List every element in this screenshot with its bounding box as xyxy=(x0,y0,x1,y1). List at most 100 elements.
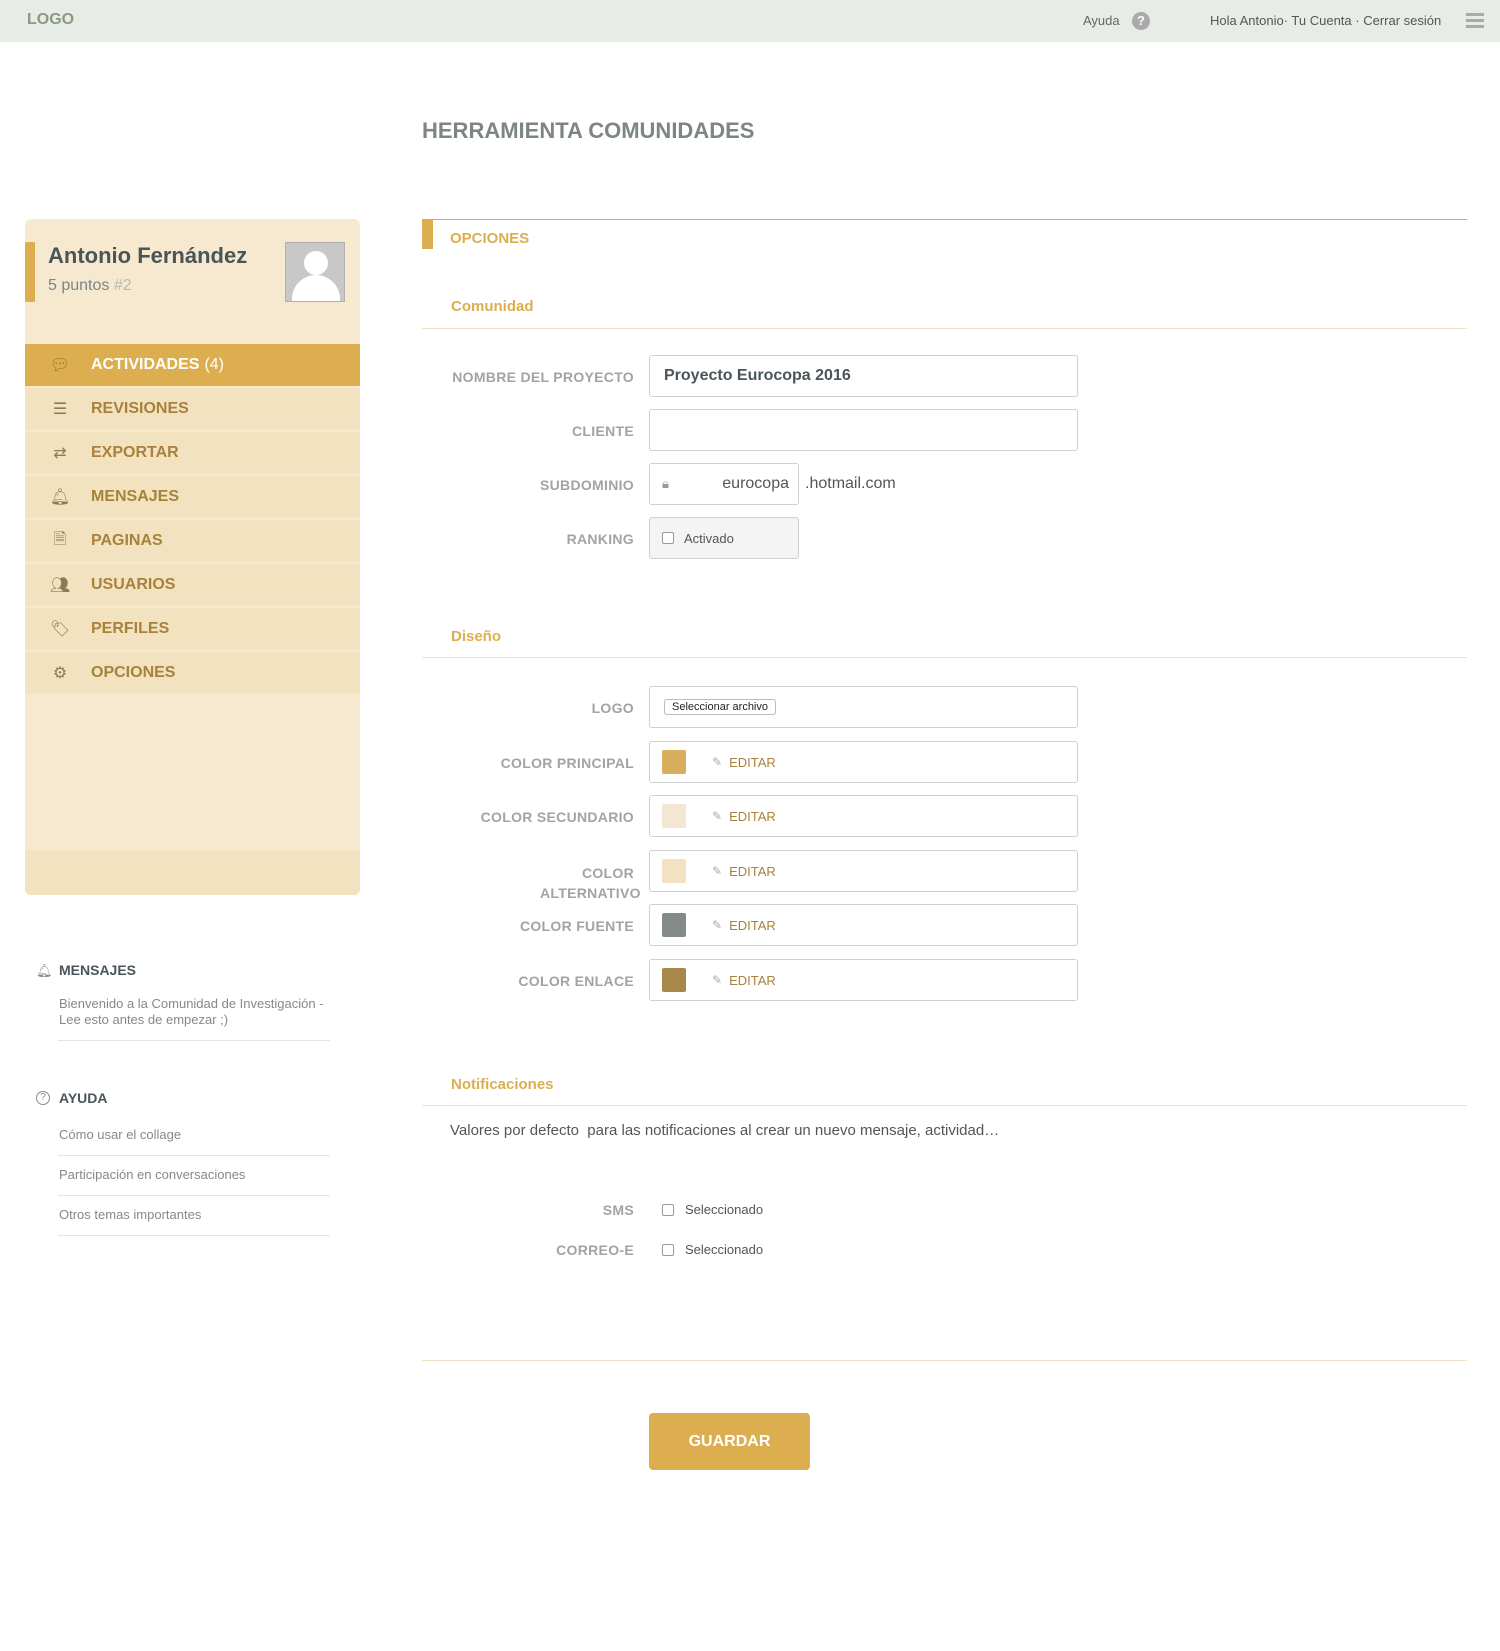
subdomain-input[interactable]: 🔒︎ eurocopa xyxy=(649,463,799,505)
client-label: CLIENTE xyxy=(572,423,634,439)
sidebar-item-revisiones[interactable]: ☰ REVISIONES xyxy=(25,388,360,430)
pencil-icon: ✎ xyxy=(712,973,723,987)
color-swatch[interactable] xyxy=(662,913,686,937)
color-label: COLOR PRINCIPAL xyxy=(500,755,634,771)
select-file-button[interactable]: Seleccionar archivo xyxy=(664,699,776,715)
sidebar-item-opciones[interactable]: ⚙ OPCIONES xyxy=(25,652,360,694)
help-link[interactable]: Ayuda xyxy=(1083,13,1120,28)
help-circle-icon: ? xyxy=(36,1091,50,1105)
section-accent xyxy=(422,219,433,249)
divider xyxy=(58,1155,330,1156)
sidebar-item-label: PERFILES xyxy=(91,620,170,637)
logo[interactable]: LOGO xyxy=(27,11,75,28)
sidebar-item-paginas[interactable]: 🗎 PAGINAS xyxy=(25,520,360,562)
divider xyxy=(58,1195,330,1196)
sms-label: SMS xyxy=(602,1202,634,1218)
exchange-icon: ⇄ xyxy=(53,445,67,462)
project-name-value: Proyecto Eurocopa 2016 xyxy=(664,367,851,384)
divider xyxy=(422,328,1467,329)
divider xyxy=(422,1105,1467,1106)
color-field: ✎ EDITAR xyxy=(649,850,1078,892)
subdomain-label: SUBDOMINIO xyxy=(540,477,634,493)
sidebar-item-usuarios[interactable]: 👥︎ USUARIOS xyxy=(25,564,360,606)
side-help-title: AYUDA xyxy=(59,1090,108,1106)
document-icon: 🗎 xyxy=(53,530,67,548)
hamburger-menu-icon[interactable] xyxy=(1466,13,1484,29)
sms-option-label: Seleccionado xyxy=(685,1202,764,1217)
logo-label: LOGO xyxy=(591,700,634,716)
edit-color-link[interactable]: EDITAR xyxy=(729,917,776,933)
color-swatch[interactable] xyxy=(662,750,686,774)
edit-color-link[interactable]: EDITAR xyxy=(729,972,776,988)
pencil-icon: ✎ xyxy=(712,918,723,932)
side-message-item[interactable]: Bienvenido a la Comunidad de Investigaci… xyxy=(59,996,324,1027)
client-input[interactable] xyxy=(649,409,1078,451)
bell-icon: 🔔︎ xyxy=(49,489,71,506)
account-links[interactable]: Hola Antonio· Tu Cuenta · Cerrar sesión xyxy=(1210,13,1442,28)
color-field: ✎ EDITAR xyxy=(649,904,1078,946)
ranking-label: RANKING xyxy=(566,531,634,547)
project-name-input[interactable]: Proyecto Eurocopa 2016 xyxy=(649,355,1078,397)
sidebar-item-label: PAGINAS xyxy=(91,532,163,549)
color-field: ✎ EDITAR xyxy=(649,741,1078,783)
color-label: COLOR ENLACE xyxy=(518,973,634,989)
edit-color-link[interactable]: EDITAR xyxy=(729,863,776,879)
edit-color-link[interactable]: EDITAR xyxy=(729,754,776,770)
options-title: OPCIONES xyxy=(450,230,530,247)
email-option-label: Seleccionado xyxy=(685,1242,764,1257)
email-label: CORREO-E xyxy=(556,1242,634,1258)
side-messages-title: MENSAJES xyxy=(59,962,137,978)
divider xyxy=(422,657,1467,658)
user-name: Antonio Fernández xyxy=(48,243,248,268)
sidebar-item-perfiles[interactable]: 🏷︎ PERFILES xyxy=(25,608,360,650)
user-points: 5 puntos #2 xyxy=(48,277,132,295)
logo-file-field: Seleccionar archivo xyxy=(649,686,1078,728)
color-field: ✎ EDITAR xyxy=(649,959,1078,1001)
project-name-label: NOMBRE DEL PROYECTO xyxy=(452,369,634,385)
color-swatch[interactable] xyxy=(662,859,686,883)
notifications-title: Notificaciones xyxy=(451,1076,554,1093)
ranking-field: Activado xyxy=(649,517,799,559)
chat-bubble-icon: 💬︎ xyxy=(49,357,71,374)
tags-icon: 🏷︎ xyxy=(49,621,71,638)
save-button[interactable]: GUARDAR xyxy=(649,1413,810,1470)
gears-icon: ⚙ xyxy=(52,665,68,682)
count-badge: (4) xyxy=(204,356,225,373)
edit-color-link[interactable]: EDITAR xyxy=(729,808,776,824)
points: 5 puntos xyxy=(48,277,110,294)
users-icon: 👥︎ xyxy=(49,577,71,594)
ranking-option-label: Activado xyxy=(684,530,734,546)
pencil-icon: ✎ xyxy=(712,809,723,823)
profile-accent xyxy=(25,242,35,302)
pencil-icon: ✎ xyxy=(712,864,723,878)
subdomain-suffix: .hotmail.com xyxy=(805,475,896,492)
email-checkbox[interactable] xyxy=(662,1244,674,1256)
top-bar: LOGO Ayuda ? Hola Antonio· Tu Cuenta · C… xyxy=(0,0,1500,42)
ranking-checkbox[interactable] xyxy=(662,532,674,544)
color-label: COLOR ALTERNATIVO xyxy=(540,865,641,901)
sidebar-panel: Antonio Fernández 5 puntos #2 💬︎ ACTIVIDA… xyxy=(25,219,360,895)
color-label: COLOR FUENTE xyxy=(519,918,634,934)
section-top-line xyxy=(422,219,1467,220)
sms-checkbox[interactable] xyxy=(662,1204,674,1216)
color-swatch[interactable] xyxy=(662,968,686,992)
color-field: ✎ EDITAR xyxy=(649,795,1078,837)
help-icon[interactable]: ? xyxy=(1132,12,1150,30)
color-swatch[interactable] xyxy=(662,804,686,828)
sidebar-item-actividades[interactable]: 💬︎ ACTIVIDADES (4) xyxy=(25,344,360,386)
bell-icon: 🔔︎ xyxy=(36,963,53,978)
sidebar-item-exportar[interactable]: ⇄ EXPORTAR xyxy=(25,432,360,474)
sidebar-item-label: OPCIONES xyxy=(91,664,176,681)
sidebar-item-mensajes[interactable]: 🔔︎ MENSAJES xyxy=(25,476,360,518)
rank: #2 xyxy=(113,277,132,294)
pencil-icon: ✎ xyxy=(712,755,723,769)
sidebar-item-label: EXPORTAR xyxy=(91,444,179,461)
help-link-item[interactable]: Otros temas importantes xyxy=(59,1207,202,1222)
sidebar-item-label: ACTIVIDADES (4) xyxy=(91,356,225,373)
avatar xyxy=(285,242,345,302)
color-label: COLOR SECUNDARIO xyxy=(480,809,634,825)
help-link-item[interactable]: Cómo usar el collage xyxy=(59,1127,182,1142)
design-title: Diseño xyxy=(451,628,502,645)
divider xyxy=(58,1235,330,1236)
help-link-item[interactable]: Participación en conversaciones xyxy=(59,1167,246,1182)
